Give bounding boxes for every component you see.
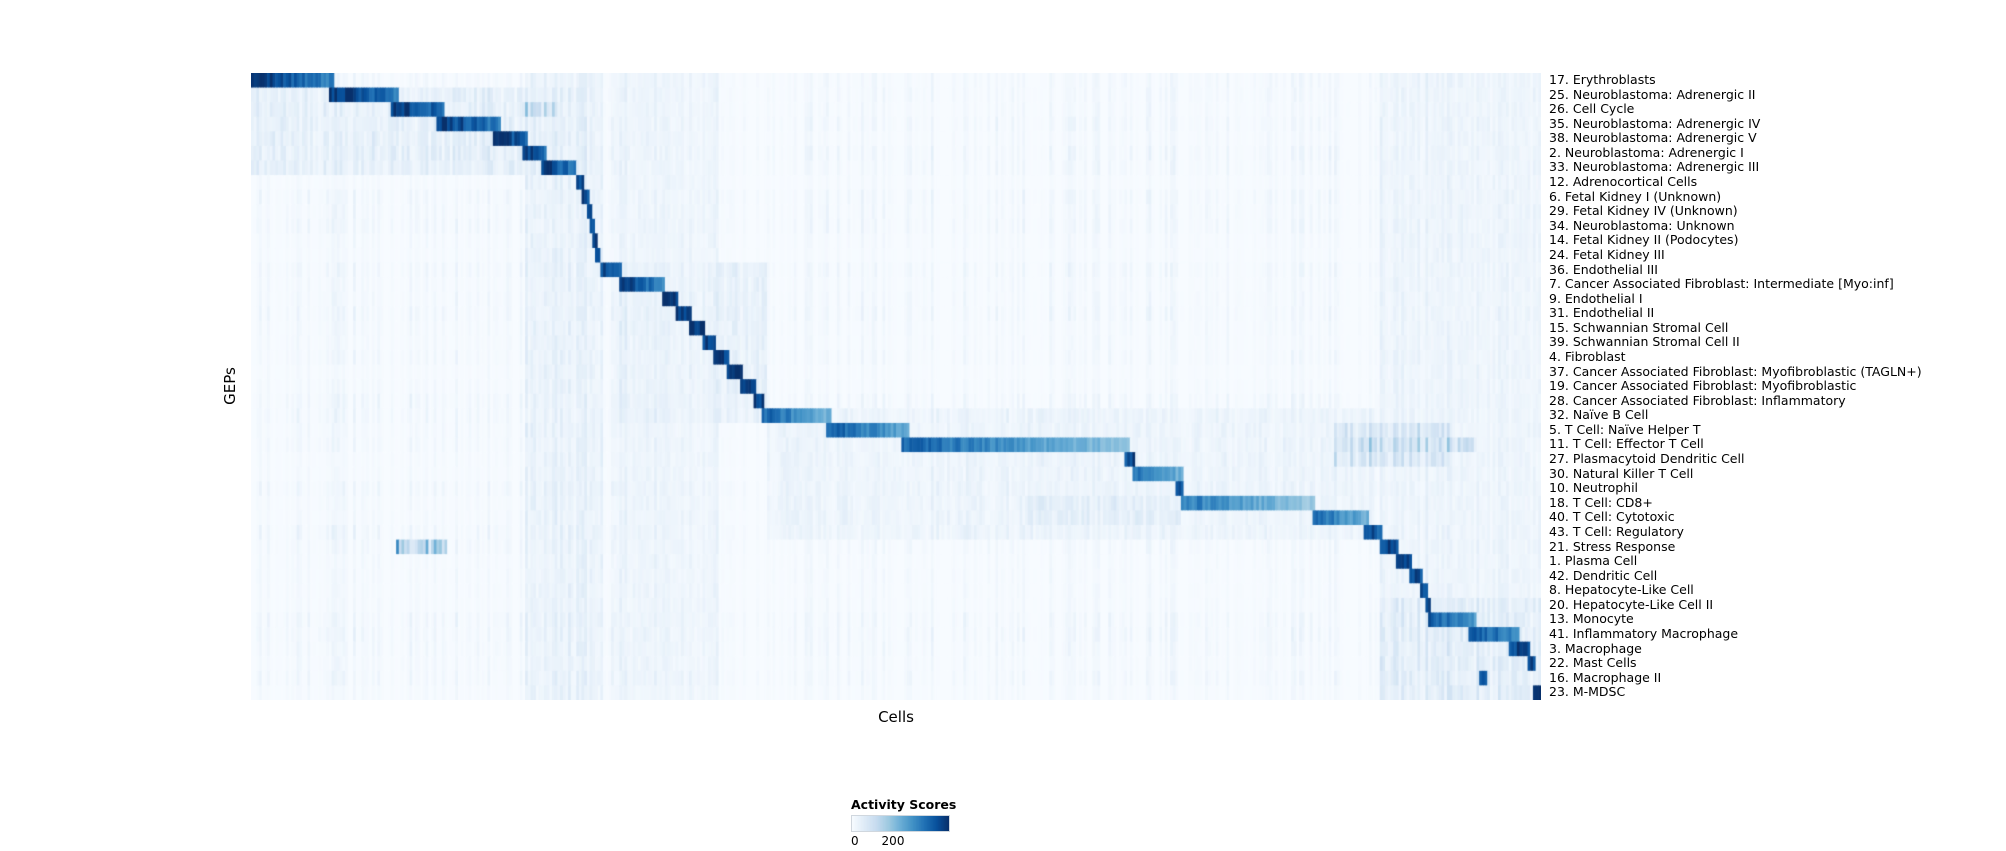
legend-title: Activity Scores [851,797,957,812]
row-label: 35. Neuroblastoma: Adrenergic IV [1549,115,1761,131]
row-label: 33. Neuroblastoma: Adrenergic III [1549,159,1760,175]
legend-ticks: 0 200 [851,834,950,850]
legend-tick-0: 0 [851,834,859,848]
row-label: 28. Cancer Associated Fibroblast: Inflam… [1549,392,1846,408]
row-label: 15. Schwannian Stromal Cell [1549,319,1729,335]
row-label: 42. Dendritic Cell [1549,567,1658,583]
row-label: 9. Endothelial I [1549,290,1643,306]
row-label: 34. Neuroblastoma: Unknown [1549,217,1735,233]
row-label: 10. Neutrophil [1549,480,1639,496]
row-label: 14. Fetal Kidney II (Podocytes) [1549,232,1739,248]
row-label: 39. Schwannian Stromal Cell II [1549,334,1740,350]
row-label: 8. Hepatocyte-Like Cell [1549,582,1694,598]
row-label: 13. Monocyte [1549,611,1634,627]
legend: Activity Scores 0 200 [851,797,957,850]
row-label: 27. Plasmacytoid Dendritic Cell [1549,451,1745,467]
row-label: 31. Endothelial II [1549,305,1655,321]
row-label: 24. Fetal Kidney III [1549,246,1665,262]
row-label: 41. Inflammatory Macrophage [1549,625,1739,641]
row-labels: 17. Erythroblasts 25. Neuroblastoma: Adre… [1549,72,1922,700]
heatmap-canvas [251,73,1541,700]
row-label: 6. Fetal Kidney I (Unknown) [1549,188,1722,204]
row-label: 23. M-MDSC [1549,684,1626,700]
row-label: 38. Neuroblastoma: Adrenergic V [1549,130,1757,146]
row-label: 22. Mast Cells [1549,655,1637,671]
row-label: 18. T Cell: CD8+ [1549,494,1653,510]
row-label: 37. Cancer Associated Fibroblast: Myofib… [1549,363,1922,379]
row-label: 20. Hepatocyte-Like Cell II [1549,596,1714,612]
row-label: 30. Natural Killer T Cell [1549,465,1694,481]
row-label: 2. Neuroblastoma: Adrenergic I [1549,144,1744,160]
row-label: 7. Cancer Associated Fibroblast: Interme… [1549,276,1894,292]
row-label: 1. Plasma Cell [1549,553,1638,569]
row-label: 29. Fetal Kidney IV (Unknown) [1549,203,1738,219]
row-label: 19. Cancer Associated Fibroblast: Myofib… [1549,378,1857,394]
row-label: 12. Adrenocortical Cells [1549,174,1698,190]
row-label: 17. Erythroblasts [1549,72,1656,87]
x-axis-label: Cells [878,708,914,726]
row-label: 4. Fibroblast [1549,348,1626,364]
y-axis-label: GEPs [221,367,239,405]
row-label: 25. Neuroblastoma: Adrenergic II [1549,86,1756,102]
row-label: 43. T Cell: Regulatory [1549,523,1684,539]
row-label: 32. Naïve B Cell [1549,407,1649,423]
row-label: 16. Macrophage II [1549,669,1662,685]
row-label: 36. Endothelial III [1549,261,1658,277]
row-label: 21. Stress Response [1549,538,1676,554]
row-label: 11. T Cell: Effector T Cell [1549,436,1704,452]
row-label: 3. Macrophage [1549,640,1642,656]
row-label: 26. Cell Cycle [1549,101,1635,117]
row-label: 5. T Cell: Naïve Helper T [1549,421,1701,437]
legend-gradient-bar [851,815,950,832]
row-label: 40. T Cell: Cytotoxic [1549,509,1675,525]
legend-tick-200: 200 [881,834,905,848]
